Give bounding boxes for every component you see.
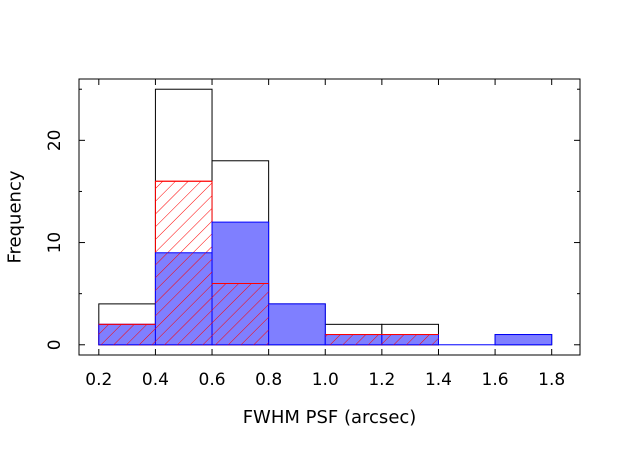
x-tick-label: 1.4 xyxy=(425,370,452,390)
x-tick-label: 1.0 xyxy=(312,370,339,390)
x-tick-label: 1.8 xyxy=(538,370,565,390)
hatch-overlay xyxy=(98,180,439,345)
x-tick-label: 0.8 xyxy=(255,370,282,390)
blue-bar xyxy=(494,334,553,346)
hatch-overlay-bar xyxy=(212,283,269,345)
plot-frame xyxy=(78,78,581,356)
x-tick-label: 0.6 xyxy=(199,370,226,390)
axis-tick-labels: 0.2 0.4 0.6 0.8 1.0 1.2 1.4 1.6 1.8 0 10 20 xyxy=(45,130,565,390)
y-axis-title: Frequency xyxy=(5,170,26,263)
x-tick-label: 1.2 xyxy=(368,370,395,390)
x-tick-label: 1.6 xyxy=(482,370,509,390)
hatch-overlay-bar xyxy=(98,324,156,345)
x-tick-label: 0.4 xyxy=(142,370,169,390)
x-axis-title: FWHM PSF (arcsec) xyxy=(243,407,417,428)
y-tick-label: 10 xyxy=(45,232,65,254)
axis-ticks xyxy=(79,79,580,355)
hatch-overlay-bar xyxy=(325,334,382,345)
y-tick-label: 0 xyxy=(45,339,65,350)
y-tick-label: 20 xyxy=(45,130,65,152)
x-tick-label: 0.2 xyxy=(85,370,112,390)
hatch-overlay-bar xyxy=(155,252,213,345)
blue-bar xyxy=(268,303,326,346)
hatch-overlay-bar xyxy=(381,334,439,345)
